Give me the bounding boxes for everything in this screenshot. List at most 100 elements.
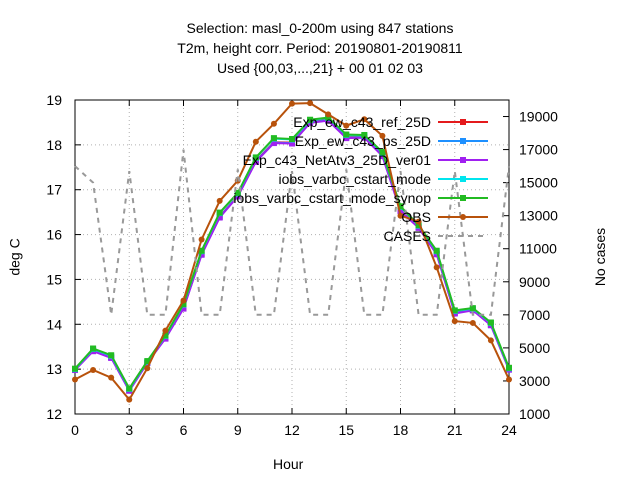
y-axis-title: deg C — [6, 238, 23, 276]
data-point — [252, 154, 259, 161]
x-tick-label: 18 — [393, 422, 409, 438]
legend-label: CASES — [384, 228, 431, 244]
y-tick-label: 12 — [46, 406, 62, 422]
data-point — [90, 345, 97, 352]
data-point — [198, 236, 205, 243]
data-point — [198, 251, 205, 258]
data-point — [72, 376, 78, 383]
legend-label: OBS — [401, 209, 431, 225]
legend-marker — [460, 119, 466, 125]
chart-title-line-3: Used {00,03,...,21} + 00 01 02 03 — [217, 60, 423, 76]
x-tick-label: 6 — [180, 422, 188, 438]
data-point — [343, 122, 350, 129]
axis-ticks: 0 3 6 9 12 15 18 21 24 12 13 14 15 16 17 18 19 1000 3000 50… — [46, 92, 558, 438]
data-point — [397, 212, 404, 219]
chart-title-line-2: T2m, height corr. Period: 20190801-20190… — [177, 40, 463, 56]
data-point — [180, 305, 187, 312]
y2-tick-label: 5000 — [519, 340, 550, 356]
data-point — [487, 319, 494, 326]
x-tick-label: 3 — [125, 422, 133, 438]
data-point — [379, 153, 386, 160]
data-point — [397, 203, 404, 210]
series-layer — [72, 100, 512, 403]
data-point — [415, 218, 422, 225]
data-point — [361, 116, 368, 123]
y-tick-label: 13 — [46, 361, 62, 377]
data-point — [162, 327, 169, 334]
y-tick-label: 17 — [46, 182, 62, 198]
legend-marker — [460, 138, 466, 144]
data-point — [162, 332, 169, 339]
y2-tick-label: 9000 — [519, 274, 550, 290]
data-point — [252, 158, 259, 165]
data-point — [234, 193, 241, 200]
data-point — [216, 214, 223, 221]
data-point — [433, 264, 440, 271]
data-point — [325, 114, 332, 121]
data-point — [469, 305, 476, 312]
x-tick-label: 15 — [338, 422, 354, 438]
y-tick-label: 19 — [46, 92, 62, 108]
legend-label: Exp_ew_c43_ref_25D — [293, 114, 431, 130]
data-point — [216, 197, 223, 204]
data-point — [90, 367, 97, 374]
data-point — [343, 135, 350, 142]
y-tick-label: 15 — [46, 271, 62, 287]
y2-tick-label: 17000 — [519, 142, 558, 158]
x-tick-label: 0 — [71, 422, 79, 438]
legend-label: Exp_c43_NetAtv3_25D_ver01 — [243, 152, 432, 168]
legend-marker — [460, 176, 466, 182]
data-point — [108, 374, 115, 381]
y-tick-label: 16 — [46, 227, 62, 243]
data-point — [343, 131, 350, 138]
x-tick-label: 12 — [284, 422, 300, 438]
data-point — [325, 111, 332, 118]
data-point — [379, 132, 386, 139]
legend: Exp_ew_c43_ref_25D Exp_ew_c43_ps_25D Exp_c… — [233, 114, 488, 244]
legend-label: Exp_ew_c43_ps_25D — [295, 133, 431, 149]
x-tick-label: 24 — [501, 422, 517, 438]
data-point — [433, 247, 440, 254]
data-point — [307, 116, 314, 123]
series-line — [74, 149, 510, 316]
data-point — [289, 136, 295, 143]
legend-marker — [460, 157, 466, 163]
legend-label: iobs_varbc_cstart_mode — [278, 171, 431, 187]
legend-marker — [460, 195, 466, 201]
legend-label: iobs_varbc_cstart_mode_synop — [233, 190, 431, 206]
y2-tick-label: 3000 — [519, 373, 550, 389]
y2-tick-label: 7000 — [519, 307, 550, 323]
data-point — [270, 120, 277, 127]
y-tick-label: 18 — [46, 137, 62, 153]
data-point — [415, 222, 422, 229]
data-point — [270, 140, 277, 147]
data-point — [506, 376, 512, 383]
data-point — [72, 365, 78, 372]
data-point — [144, 358, 151, 365]
y2-tick-label: 1000 — [519, 406, 550, 422]
series-obs — [72, 100, 512, 403]
data-point — [451, 318, 458, 325]
data-point — [379, 149, 386, 156]
data-point — [180, 301, 187, 308]
data-point — [289, 140, 295, 147]
x-tick-label: 9 — [234, 422, 242, 438]
data-point — [289, 100, 295, 107]
data-point — [361, 131, 368, 138]
data-point — [307, 100, 314, 107]
data-point — [451, 307, 458, 314]
series-cases — [74, 149, 510, 316]
series-iobs-varbc-cstart-mode-synop — [72, 114, 512, 392]
data-point — [270, 135, 277, 142]
data-point — [126, 396, 133, 403]
data-point — [180, 297, 187, 304]
data-point — [198, 247, 205, 254]
data-point — [144, 365, 151, 372]
data-point — [126, 385, 133, 392]
legend-marker — [460, 214, 466, 220]
data-point — [108, 352, 115, 359]
chart-title-line-1: Selection: masl_0-200m using 847 station… — [186, 20, 454, 36]
y2-tick-label: 11000 — [519, 241, 557, 257]
y2-tick-label: 19000 — [519, 109, 558, 125]
